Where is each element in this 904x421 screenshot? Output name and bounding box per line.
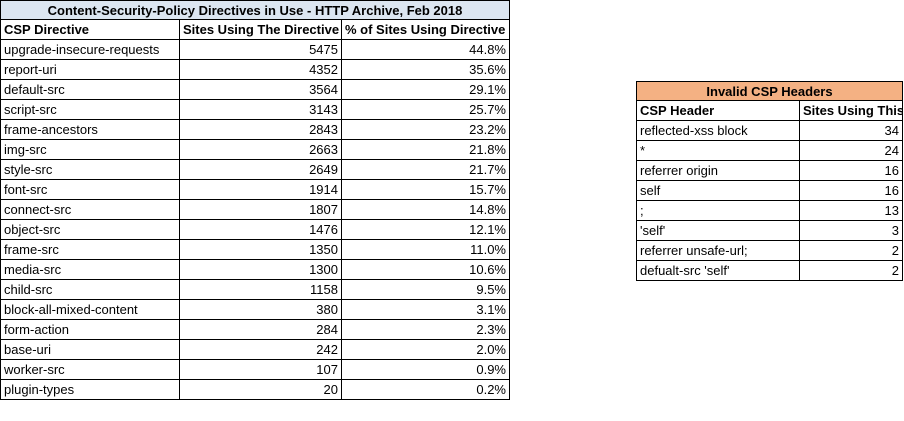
table-cell: 3 [800, 221, 903, 241]
table-cell: 242 [180, 340, 342, 360]
table-cell: 3143 [180, 100, 342, 120]
table-cell: default-src [0, 80, 180, 100]
table-cell: 13 [800, 201, 903, 221]
column-header: Sites Using This [800, 101, 903, 121]
table-cell: 2.0% [342, 340, 510, 360]
table-cell: 2.3% [342, 320, 510, 340]
column-header: CSP Directive [0, 20, 180, 40]
table-cell: 284 [180, 320, 342, 340]
table-cell: ; [636, 201, 800, 221]
table-cell: 25.7% [342, 100, 510, 120]
table-cell: font-src [0, 180, 180, 200]
table-cell: 14.8% [342, 200, 510, 220]
table-cell: child-src [0, 280, 180, 300]
table-cell: defualt-src 'self' [636, 261, 800, 281]
table-cell: connect-src [0, 200, 180, 220]
table-cell: 35.6% [342, 60, 510, 80]
column-header: % of Sites Using Directive [342, 20, 510, 40]
table-cell: 11.0% [342, 240, 510, 260]
column-header: Sites Using The Directive [180, 20, 342, 40]
table-cell: 2663 [180, 140, 342, 160]
table-cell: media-src [0, 260, 180, 280]
table-cell: 21.8% [342, 140, 510, 160]
table-cell: 1350 [180, 240, 342, 260]
table-cell: 0.2% [342, 380, 510, 400]
table-cell: 1807 [180, 200, 342, 220]
table-cell: object-src [0, 220, 180, 240]
table-cell: referrer unsafe-url; [636, 241, 800, 261]
table-cell: 1476 [180, 220, 342, 240]
table-cell: 380 [180, 300, 342, 320]
table-cell: 15.7% [342, 180, 510, 200]
table-cell: * [636, 141, 800, 161]
table-cell: 29.1% [342, 80, 510, 100]
table-cell: 2 [800, 261, 903, 281]
table-cell: 3564 [180, 80, 342, 100]
table-cell: 10.6% [342, 260, 510, 280]
table-cell: 'self' [636, 221, 800, 241]
table-cell: 1914 [180, 180, 342, 200]
table-cell: 4352 [180, 60, 342, 80]
table-cell: 107 [180, 360, 342, 380]
table-cell: 2843 [180, 120, 342, 140]
table-cell: 1158 [180, 280, 342, 300]
table-cell: upgrade-insecure-requests [0, 40, 180, 60]
table-cell: 16 [800, 181, 903, 201]
table-title: Invalid CSP Headers [636, 81, 903, 101]
table-cell: 44.8% [342, 40, 510, 60]
table-title: Content-Security-Policy Directives in Us… [0, 0, 510, 20]
table-cell: base-uri [0, 340, 180, 360]
table-cell: 0.9% [342, 360, 510, 380]
table-cell: block-all-mixed-content [0, 300, 180, 320]
table-cell: report-uri [0, 60, 180, 80]
table-cell: worker-src [0, 360, 180, 380]
table-cell: frame-src [0, 240, 180, 260]
table-cell: 23.2% [342, 120, 510, 140]
table-cell: 20 [180, 380, 342, 400]
table-cell: self [636, 181, 800, 201]
table-cell: frame-ancestors [0, 120, 180, 140]
table-cell: 16 [800, 161, 903, 181]
table-cell: 3.1% [342, 300, 510, 320]
table-cell: 1300 [180, 260, 342, 280]
table-cell: 21.7% [342, 160, 510, 180]
table-cell: form-action [0, 320, 180, 340]
table-cell: 24 [800, 141, 903, 161]
table-cell: 5475 [180, 40, 342, 60]
table-cell: reflected-xss block [636, 121, 800, 141]
table-cell: 2 [800, 241, 903, 261]
table-cell: plugin-types [0, 380, 180, 400]
table-cell: 12.1% [342, 220, 510, 240]
table-cell: style-src [0, 160, 180, 180]
table-cell: script-src [0, 100, 180, 120]
table-cell: 34 [800, 121, 903, 141]
column-header: CSP Header [636, 101, 800, 121]
table-cell: img-src [0, 140, 180, 160]
table-cell: 2649 [180, 160, 342, 180]
table-cell: 9.5% [342, 280, 510, 300]
table-cell: referrer origin [636, 161, 800, 181]
